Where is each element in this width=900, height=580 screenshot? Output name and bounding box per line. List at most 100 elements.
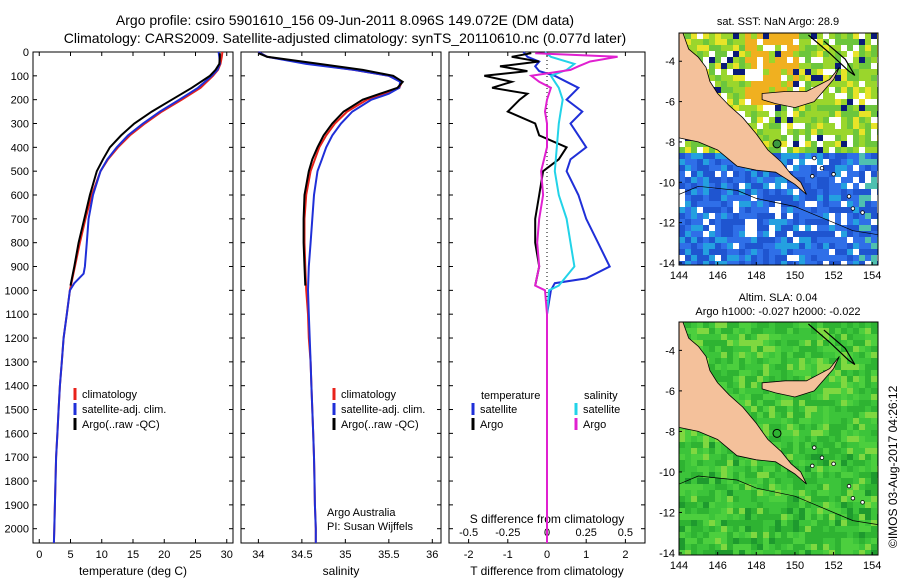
map-cell: [745, 340, 752, 347]
y-tick-label: 500: [11, 166, 29, 178]
map-cell: [745, 237, 752, 244]
map-cell: [715, 243, 722, 250]
map-cell: [721, 346, 728, 353]
map-cell: [793, 153, 800, 160]
map-cell: [835, 358, 842, 365]
map-cell: [853, 484, 860, 491]
map-cell: [721, 75, 728, 82]
map-cell: [775, 105, 782, 112]
map-cell: [751, 231, 758, 238]
map-cell: [799, 478, 806, 485]
map-cell: [697, 141, 704, 148]
landmass-new-guinea: [679, 322, 807, 485]
map-cell: [757, 328, 764, 335]
map-cell: [715, 81, 722, 88]
map-cell: [787, 346, 794, 353]
map-cell: [847, 75, 854, 82]
map-cell: [679, 538, 686, 545]
map-cell: [721, 502, 728, 509]
map-cell: [751, 105, 758, 112]
map-cell: [847, 328, 854, 335]
map-cell: [691, 454, 698, 461]
map-cell: [745, 400, 752, 407]
map-cell: [709, 213, 716, 220]
map-cell: [871, 406, 878, 413]
map-cell: [853, 370, 860, 377]
map-cell: [775, 340, 782, 347]
figure-title-line1: Argo profile: csiro 5901610_156 09-Jun-2…: [115, 12, 575, 28]
map-cell: [853, 255, 860, 262]
landmass-new-britain: [761, 67, 840, 109]
map-cell: [751, 334, 758, 341]
map-cell: [865, 352, 872, 359]
map-cell: [823, 340, 830, 347]
map-cell: [865, 424, 872, 431]
map-cell: [691, 207, 698, 214]
map-cell: [841, 75, 848, 82]
map-cell: [853, 243, 860, 250]
map-cell: [853, 147, 860, 154]
map-cell: [853, 328, 860, 335]
map-cell: [709, 249, 716, 256]
map-cell: [775, 346, 782, 353]
map-cell: [763, 340, 770, 347]
map-cell: [805, 63, 812, 70]
map-cell: [745, 466, 752, 473]
map-cell: [805, 231, 812, 238]
map-cell: [739, 364, 746, 371]
x-tick-label: 150: [786, 270, 804, 282]
map-cell: [865, 213, 872, 220]
map-cell: [793, 105, 800, 112]
map-cell: [745, 490, 752, 497]
map-cell: [823, 478, 830, 485]
island: [810, 174, 815, 179]
map-cell: [829, 538, 836, 545]
map-cell: [733, 99, 740, 106]
map-cell: [829, 376, 836, 383]
x-tick-label: -2: [464, 549, 474, 561]
map-cell: [811, 346, 818, 353]
map-cell: [781, 39, 788, 46]
map-cell: [793, 111, 800, 118]
map-cell: [703, 472, 710, 479]
legend-label: Argo: [480, 419, 503, 431]
map-cell: [793, 358, 800, 365]
map-cell: [775, 502, 782, 509]
map-cell: [745, 358, 752, 365]
depth-contour: [679, 185, 878, 236]
map-cell: [787, 135, 794, 142]
map-cell: [847, 466, 854, 473]
map-cell: [799, 520, 806, 527]
map-cell: [829, 201, 836, 208]
map-cell: [721, 183, 728, 190]
map-cell: [859, 406, 866, 413]
map-cell: [685, 478, 692, 485]
map-cell: [715, 237, 722, 244]
map-cell: [793, 394, 800, 401]
map-cell: [805, 448, 812, 455]
map-cell: [817, 45, 824, 52]
map-cell: [709, 454, 716, 461]
map-cell: [715, 496, 722, 503]
map-cell: [763, 231, 770, 238]
map-cell: [757, 189, 764, 196]
map-cell: [769, 322, 776, 329]
map-cell: [823, 544, 830, 551]
series-line: [52, 51, 221, 544]
map-cell: [685, 328, 692, 335]
map-cell: [745, 460, 752, 467]
map-cell: [739, 81, 746, 88]
map-cell: [775, 442, 782, 449]
map-cell: [733, 328, 740, 335]
map-cell: [829, 472, 836, 479]
map-cell: [811, 51, 818, 58]
map-cell: [739, 201, 746, 208]
map-cell: [817, 550, 824, 555]
map-cell: [829, 33, 836, 40]
map-cell: [781, 129, 788, 136]
map-cell: [859, 346, 866, 353]
map-cell: [829, 249, 836, 256]
map-cell: [865, 147, 872, 154]
map-cell: [733, 376, 740, 383]
map-cell: [823, 454, 830, 461]
